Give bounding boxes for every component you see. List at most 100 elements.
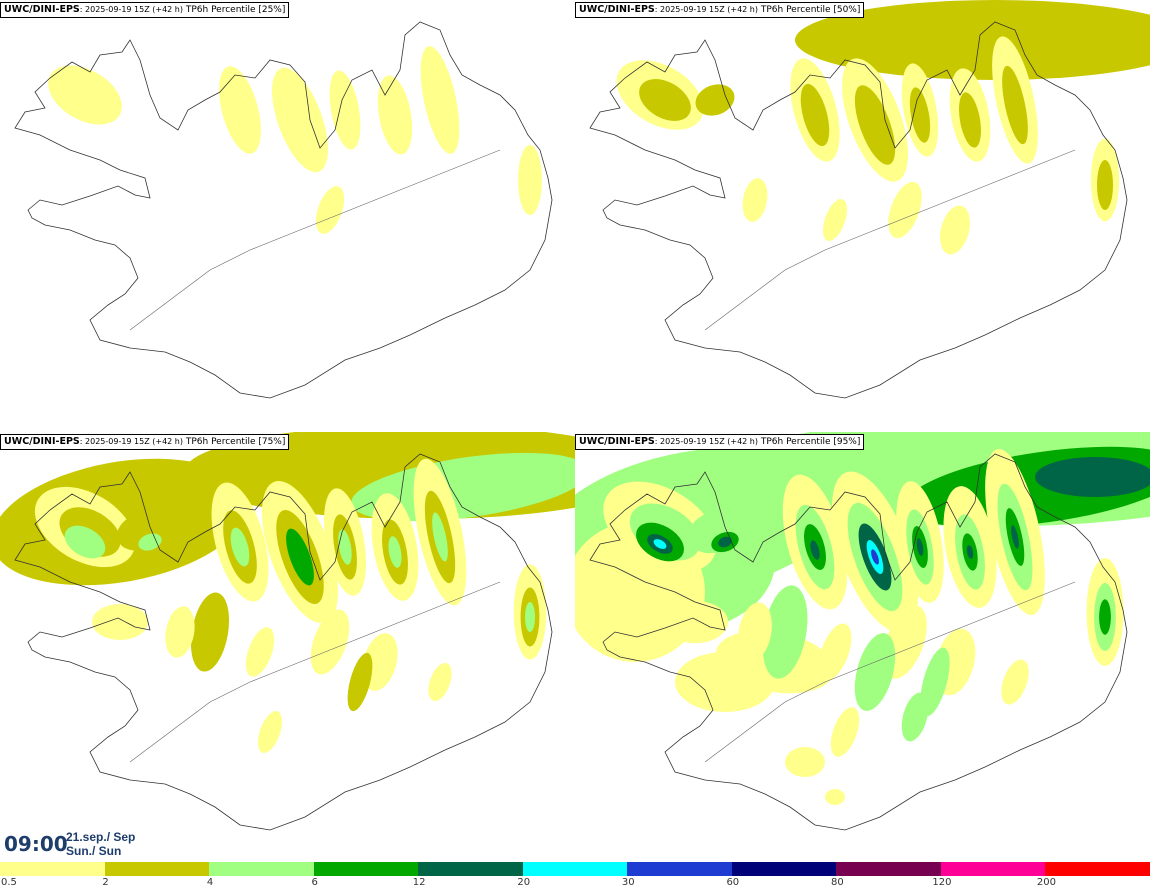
valid-date: 21.sep./ Sep Sun./ Sun	[66, 830, 135, 858]
map-panel-95: UWC/DINI-EPS: 2025-09-19 15Z (+42 h) TP6…	[575, 432, 1150, 862]
coastline	[589, 453, 1128, 831]
legend-label: 0.5	[1, 877, 17, 888]
precip-area	[64, 525, 106, 559]
precip-area	[1099, 599, 1111, 635]
precip-area	[639, 79, 691, 121]
panel-title: UWC/DINI-EPS: 2025-09-19 15Z (+42 h) TP6…	[0, 2, 290, 18]
precip-area	[920, 647, 950, 717]
precip-area	[190, 592, 230, 672]
precip-area	[940, 205, 970, 255]
legend-swatch	[104, 862, 210, 876]
precip-area	[830, 707, 860, 757]
precip-area	[257, 711, 283, 753]
precip-area	[138, 533, 162, 551]
precip-area	[329, 70, 361, 150]
precip-area	[695, 84, 735, 116]
precip-map-50	[589, 0, 1150, 399]
legend-label: 2	[102, 877, 109, 888]
precip-area	[351, 452, 575, 522]
legend-label: 12	[412, 877, 426, 888]
precip-area	[909, 87, 931, 143]
legend-label: 6	[311, 877, 318, 888]
precip-area	[653, 539, 667, 549]
panel-title: UWC/DINI-EPS: 2025-09-19 15Z (+42 h) TP6…	[0, 434, 290, 450]
precip-area	[1011, 525, 1019, 549]
precip-area	[661, 600, 729, 644]
precip-map-75	[0, 432, 575, 831]
precip-area	[822, 199, 848, 241]
field-name: TP6h Percentile [25%]	[183, 5, 286, 15]
legend-swatch	[418, 862, 523, 876]
legend-swatch	[1045, 862, 1150, 876]
road-line	[129, 149, 501, 331]
precip-area	[916, 538, 924, 556]
legend-bar	[0, 862, 1150, 876]
run-time: : 2025-09-19 15Z (+42 h)	[79, 437, 183, 446]
coastline	[14, 453, 553, 831]
precip-area	[966, 545, 974, 559]
precip-area	[286, 528, 314, 586]
run-time: : 2025-09-19 15Z (+42 h)	[79, 5, 183, 14]
precip-area	[1001, 659, 1029, 705]
precip-area	[420, 46, 460, 154]
field-name: TP6h Percentile [50%]	[758, 5, 861, 15]
legend-label: 120	[932, 877, 952, 888]
legend-label: 20	[517, 877, 531, 888]
road-line	[704, 149, 1076, 331]
color-legend: 0.5 2 4 6 12 20 30 60 80 120 200	[0, 862, 1150, 891]
precip-area	[428, 662, 452, 702]
precip-area	[315, 186, 345, 234]
legend-swatch	[940, 862, 1046, 876]
model-name: UWC/DINI-EPS	[579, 4, 655, 15]
precip-map-25	[14, 21, 553, 399]
precip-area	[388, 536, 402, 568]
precip-area	[245, 627, 275, 677]
precip-area	[272, 67, 328, 173]
precip-area	[338, 529, 352, 565]
panel-title: UWC/DINI-EPS: 2025-09-19 15Z (+42 h) TP6…	[575, 434, 865, 450]
valid-time: 09:00	[4, 832, 68, 856]
precip-area	[165, 606, 195, 658]
map-panel-25: UWC/DINI-EPS: 2025-09-19 15Z (+42 h) TP6…	[0, 0, 575, 430]
model-name: UWC/DINI-EPS	[4, 4, 80, 15]
legend-swatch	[836, 862, 941, 876]
precip-area	[1035, 457, 1150, 497]
precip-area	[219, 66, 261, 154]
valid-date-line2: Sun./ Sun	[66, 844, 122, 858]
precip-area	[762, 585, 808, 679]
run-time: : 2025-09-19 15Z (+42 h)	[654, 5, 758, 14]
legend-swatch	[313, 862, 419, 876]
coastline	[14, 21, 553, 399]
precip-area	[888, 181, 922, 239]
panel-title: UWC/DINI-EPS: 2025-09-19 15Z (+42 h) TP6…	[575, 2, 865, 18]
precip-area	[1002, 65, 1028, 145]
road-line	[704, 581, 1076, 763]
legend-swatch	[209, 862, 314, 876]
precip-area	[518, 145, 542, 215]
precip-area	[785, 747, 825, 777]
valid-date-line1: 21.sep./ Sep	[66, 830, 136, 844]
precip-area	[854, 85, 896, 165]
precip-map-95	[575, 432, 1150, 831]
precip-area	[795, 0, 1150, 80]
precip-area	[92, 604, 148, 640]
precip-area	[854, 633, 896, 711]
precip-area	[310, 609, 350, 675]
model-name: UWC/DINI-EPS	[4, 436, 80, 447]
precip-area	[432, 512, 448, 562]
precip-area	[738, 602, 772, 662]
precip-area	[347, 652, 373, 712]
precip-area	[525, 602, 535, 632]
legend-label: 30	[621, 877, 635, 888]
legend-swatch	[627, 862, 732, 876]
precip-area	[871, 549, 879, 565]
road-line	[129, 581, 501, 763]
precip-area	[1097, 160, 1113, 210]
legend-label: 200	[1036, 877, 1056, 888]
precip-area	[810, 540, 820, 560]
precip-area	[377, 75, 413, 155]
valid-time-box: 09:00 21.sep./ Sep Sun./ Sun	[0, 826, 140, 862]
precip-area	[742, 178, 768, 222]
precip-area	[675, 652, 775, 712]
precip-area	[825, 789, 845, 805]
